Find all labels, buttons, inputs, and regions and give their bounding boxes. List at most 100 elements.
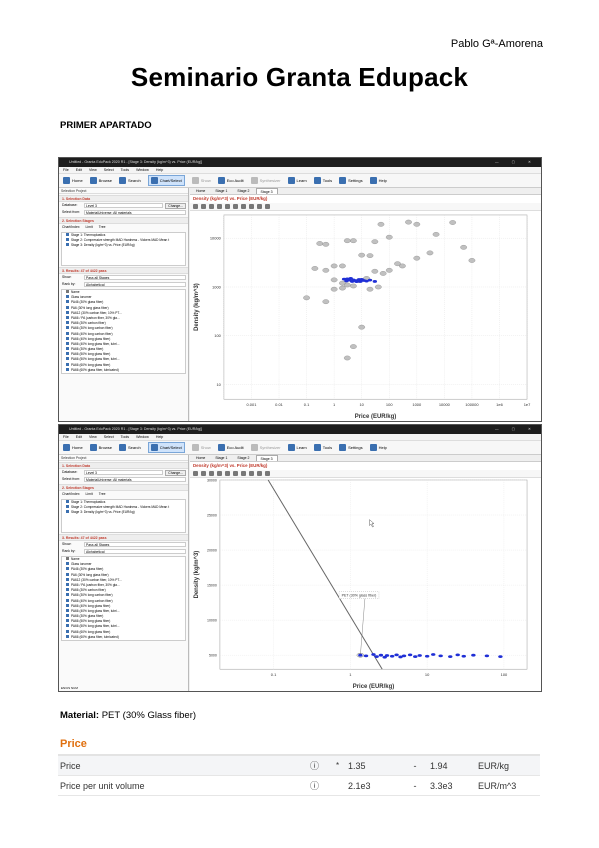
synthesizer-button[interactable]: Synthesizer [250,177,281,184]
result-item[interactable]: PA66 (40% long glass fiber) [62,336,185,342]
menu-window[interactable]: Window [136,435,149,439]
menu-edit[interactable]: Edit [75,168,82,172]
result-item[interactable]: PA66 (40% long glass fiber, lubri... [62,341,185,347]
tools-button[interactable]: Tools [313,177,332,184]
results-heading[interactable]: 3. Results: 47 of 4422 pass [59,534,188,541]
search-button[interactable]: Search [119,177,141,184]
result-item[interactable]: PA46 (30% glass fiber) [62,300,185,305]
change-button[interactable]: Change... [165,202,186,209]
result-item[interactable]: PA66 (40% long carbon fiber) [62,598,185,604]
result-item[interactable]: PA66 / PA (carbon fiber, 30% gla... [62,315,185,321]
pan-icon[interactable] [193,204,198,209]
chart-select-button[interactable]: Chart/Select [147,442,185,453]
color-icon[interactable] [257,471,262,476]
zoom-out-icon[interactable] [233,204,238,209]
menu-window[interactable]: Window [136,168,149,172]
label-icon[interactable] [249,204,254,209]
result-item[interactable]: PA66 (60% glass fiber, lubricated) [62,634,185,640]
result-item[interactable]: PA66 (40% long glass fiber, lubri... [62,608,185,614]
results-column-header[interactable]: Name [62,290,185,295]
home-button[interactable]: Home [63,177,83,184]
tree-button[interactable]: Tree [98,225,106,229]
chart-index-button[interactable]: Chart/Index [62,225,80,229]
select-from-field[interactable]: MaterialUniverse: All materials [84,477,186,482]
result-item[interactable]: Glass ionomer [62,562,185,567]
result-item[interactable]: PA66 (30% carbon fiber) [62,588,185,593]
limit-button[interactable]: Limit [85,492,93,496]
menu-file[interactable]: File [63,435,69,439]
select-icon[interactable] [201,204,206,209]
select-from-field[interactable]: MaterialUniverse: All materials [84,210,186,215]
export-icon[interactable] [265,471,270,476]
rank-select[interactable]: Alphabetical [84,282,186,287]
database-field[interactable]: Level 3 [84,470,164,475]
menu-help[interactable]: Help [155,435,164,439]
eco-audit-button[interactable]: Eco Audit [217,177,244,184]
result-item[interactable]: PA66 (60% long glass fiber) [62,362,185,368]
tab-stage-3[interactable]: Stage 3 [255,455,278,461]
synthesizer-button[interactable]: Synthesizer [250,444,281,451]
stage-item[interactable]: Stage 3: Density (kg/m^3) vs. Price (EUR… [62,510,185,515]
settings-button[interactable]: Settings [339,177,363,184]
zoom-in-icon[interactable] [225,204,230,209]
info-icon[interactable]: ⓘ [310,781,320,791]
line-icon[interactable] [209,471,214,476]
help-button[interactable]: Help [369,177,387,184]
results-heading[interactable]: 3. Results: 47 of 4422 pass [59,267,188,274]
stage-item[interactable]: Stage 2: Compressive strength MAD Hardne… [62,505,185,510]
learn-button[interactable]: Learn [287,177,307,184]
result-item[interactable]: PA66 (30% glass fiber) [62,347,185,352]
tab-stage-2[interactable]: Stage 2 [237,456,250,460]
menu-select[interactable]: Select [103,435,114,439]
label-icon[interactable] [249,471,254,476]
result-item[interactable]: PA66 (40% long carbon fiber) [62,331,185,337]
stage-item[interactable]: Stage 1: Thermoplastics [62,500,185,505]
show-select[interactable]: Pass all Stages [84,542,186,547]
menu-help[interactable]: Help [155,168,164,172]
result-item[interactable]: PA66 (60% glass fiber, lubricated) [62,367,185,373]
result-item[interactable]: PA66 (50% long glass fiber, lubri... [62,357,185,362]
browse-button[interactable]: Browse [89,177,112,184]
menu-view[interactable]: View [89,435,97,439]
chart-plot-area[interactable]: 0.1 1 10 100 30000 25000 20000 15000 10000 5000 Pr… [190,478,541,691]
line-icon[interactable] [209,204,214,209]
tree-button[interactable]: Tree [98,492,106,496]
tab-stage-3[interactable]: Stage 3 [255,188,278,194]
result-item[interactable]: PA6 (30% long glass fiber) [62,305,185,311]
menu-tools[interactable]: Tools [120,435,130,439]
settings-button[interactable]: Settings [339,444,363,451]
help-button[interactable]: Help [369,444,387,451]
database-field[interactable]: Level 3 [84,203,164,208]
menu-tools[interactable]: Tools [120,168,130,172]
result-item[interactable]: PA612 (30% carbon fiber, 10% PT... [62,310,185,316]
show-select[interactable]: Pass all Stages [84,275,186,280]
selection-stages-heading[interactable]: 2. Selection Stages [59,484,188,491]
density-price-chart-2[interactable]: 0.1 1 10 100 30000 25000 20000 15000 10000 5000 Pr… [190,478,541,691]
learn-button[interactable]: Learn [287,444,307,451]
home-button[interactable]: Home [63,444,83,451]
result-item[interactable]: PA66 (40% long glass fiber) [62,603,185,609]
chart-select-button[interactable]: Chart/Select [147,175,185,186]
selection-stages-heading[interactable]: 2. Selection Stages [59,217,188,224]
menu-edit[interactable]: Edit [75,435,82,439]
tab-stage-1[interactable]: Stage 1 [215,456,228,460]
result-item[interactable]: PA66 (50% long glass fiber) [62,352,185,357]
selection-data-heading[interactable]: 1. Selection Data [59,462,188,469]
result-item[interactable]: PA66 (50% long glass fiber, lubri... [62,624,185,629]
chart-plot-area[interactable]: 0.001 0.01 0.1 1 10 100 1000 10000 100000 1e6 1e7 1… [190,211,541,421]
fit-icon[interactable] [241,471,246,476]
result-item[interactable]: Glass ionomer [62,295,185,300]
stage-item[interactable]: Stage 1: Thermoplastics [62,233,185,238]
color-icon[interactable] [257,204,262,209]
result-item[interactable]: PA66 (30% carbon fiber) [62,321,185,326]
window-controls[interactable]: — ▢ ✕ [495,427,537,431]
result-item[interactable]: PA612 (30% carbon fiber, 10% PT... [62,577,185,583]
density-price-chart-1[interactable]: 0.001 0.01 0.1 1 10 100 1000 10000 100000 1e6 1e7 1… [190,211,541,421]
result-item[interactable]: PA46 (30% glass fiber) [62,567,185,572]
tab-stage-1[interactable]: Stage 1 [215,189,228,193]
menu-file[interactable]: File [63,168,69,172]
fit-icon[interactable] [241,204,246,209]
stage-item[interactable]: Stage 2: Compressive strength MAD Hardne… [62,238,185,243]
rank-select[interactable]: Alphabetical [84,549,186,554]
menu-view[interactable]: View [89,168,97,172]
